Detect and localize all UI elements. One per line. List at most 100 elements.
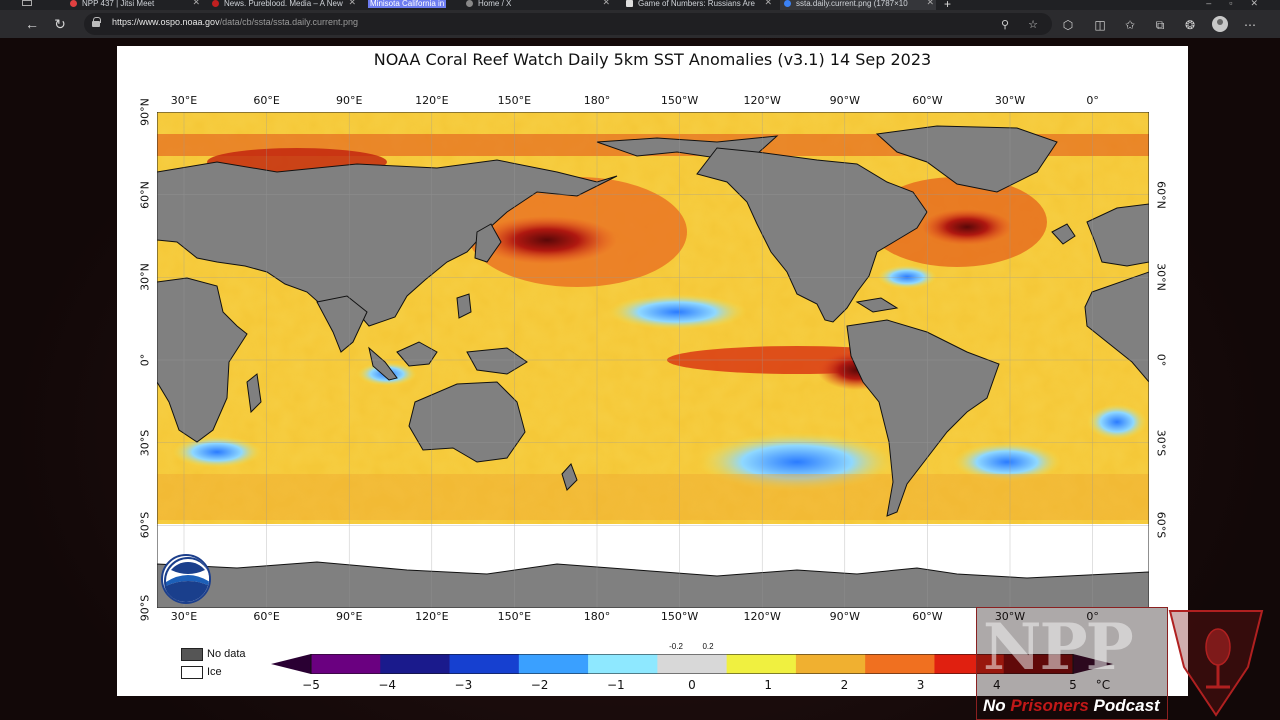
tab-minisota[interactable]: Minisota California in [362,0,458,10]
window-menu-icon[interactable] [22,0,32,6]
latitude-label-left: 0° [138,353,152,367]
latitude-label-left: 90°N [138,98,152,126]
colorbar-tick-label: −4 [378,678,397,692]
sst-anomaly-figure: NOAA Coral Reef Watch Daily 5km SST Anom… [117,46,1188,696]
address-bar-row: ← ↻ https://www.ospo.noaa.gov/data/cb/ss… [0,10,1280,38]
land-philippines [456,293,472,319]
hot-anomaly-north-atlantic [922,209,1012,245]
favicon-icon [70,0,77,7]
longitude-label-bottom: 150°W [660,610,699,623]
longitude-label-bottom: 120°E [415,610,449,623]
colorbar-segment [588,654,658,674]
land-europe [1086,203,1149,267]
longitude-label-top: 60°W [912,94,943,107]
url-text: https://www.ospo.noaa.gov/data/cb/ssta/s… [112,17,358,27]
ice-swatch [181,666,203,679]
colorbar-segment [518,654,589,674]
npp-letters: NPP [983,610,1134,685]
tab-bar: NPP 437 | Jitsi Meet ✕ News. Pureblood. … [0,0,1280,10]
latitude-label-left: 60°N [138,180,152,209]
colorbar-unit-label: °C [1095,678,1111,692]
colorbar-segment [380,654,451,674]
tab-ssta[interactable]: ssta.daily.current.png (1787×10 ✕ [780,0,936,10]
land-africa-west [1084,271,1149,383]
colorbar-tick-label: 0 [688,678,696,692]
colorbar-segment [726,654,797,674]
noaa-logo [161,554,211,604]
npp-tagline: No Prisoners Podcast [983,696,1160,715]
close-tab-icon[interactable]: ✕ [192,0,200,7]
longitude-label-top: 150°E [497,94,532,107]
longitude-label-bottom: 90°E [335,610,363,623]
land-north-america [696,147,928,323]
favicon-icon [212,0,219,7]
land-japan [474,223,502,263]
longitude-label-top: 30°E [170,94,198,107]
colorbar-border [310,654,1074,674]
window-controls[interactable]: –▫✕ [1206,0,1276,8]
tab-news[interactable]: News. Pureblood. Media – A New ✕ [208,0,358,10]
colorbar-segment [1003,654,1074,674]
colorbar-segment [795,654,866,674]
extensions-icon[interactable]: ⬡ [1062,18,1074,32]
split-screen-icon[interactable]: ◫ [1094,18,1106,32]
longitude-label-bottom: 0° [1086,610,1099,623]
tab-label: ssta.daily.current.png (1787×10 [796,0,908,8]
tab-x-home[interactable]: Home / X ✕ [462,0,612,10]
latitude-label-left: 60°S [138,512,152,539]
reload-icon[interactable]: ↻ [54,16,66,32]
colorbar-extend-high [1073,654,1113,674]
close-tab-icon[interactable]: ✕ [926,0,934,7]
profile-avatar[interactable] [1212,16,1228,32]
tab-label: Minisota California in [368,0,447,8]
cold-anomaly [952,442,1062,482]
close-tab-icon[interactable]: ✕ [602,0,610,7]
colorbar-tick-label: 1 [764,678,773,692]
tab-label: Game of Numbers: Russians Are [638,0,755,8]
collections-icon[interactable]: ⧉ [1155,18,1165,32]
close-tab-icon[interactable]: ✕ [348,0,356,7]
tab-jitsi[interactable]: NPP 437 | Jitsi Meet ✕ [66,0,202,10]
longitude-label-top: 60°E [253,94,280,107]
longitude-label-bottom: 120°W [743,610,781,623]
longitude-label-top: 120°W [743,94,781,107]
close-tab-icon[interactable]: ✕ [764,0,772,7]
longitude-label-top: 90°E [335,94,363,107]
tab-game-of-numbers[interactable]: Game of Numbers: Russians Are ✕ [622,0,774,10]
land-new-guinea [466,347,528,375]
longitude-label-top: 30°W [994,94,1026,107]
longitude-label-top: 150°W [660,94,699,107]
url-field[interactable]: https://www.ospo.noaa.gov/data/cb/ssta/s… [84,13,1052,35]
zoom-icon[interactable]: ⚲ [1000,19,1010,31]
hot-anomaly-north-pacific [477,216,617,264]
x-logo-icon [466,0,473,7]
back-icon[interactable]: ← [25,16,39,32]
copilot-icon[interactable]: ❂ [1184,18,1196,32]
longitude-label-bottom: 60°E [253,610,280,623]
npp-watermark: NPP No Prisoners Podcast [976,607,1280,720]
longitude-label-bottom: 180° [583,610,611,623]
colorbar-tick-label: −2 [530,678,549,692]
land-new-zealand [561,463,578,491]
antarctic-sea-ice [157,524,1149,578]
colorbar-tick-label: −1 [606,678,625,692]
cold-anomaly [697,432,897,492]
cold-anomaly [172,436,262,468]
colorbar-segment [311,654,381,674]
longitude-label-top: 0° [1086,94,1099,107]
southern-ocean-band [157,474,1149,520]
new-tab-button[interactable]: + [944,0,952,10]
favorite-star-icon[interactable]: ☆ [1028,19,1038,31]
no-data-label: No data [207,648,246,660]
land-sumatra [368,346,398,381]
more-menu-icon[interactable]: ⋯ [1244,18,1256,32]
colorbar-segment [449,654,520,674]
colorbar-tick-label: 3 [916,678,925,692]
latitude-label-left: 30°N [138,263,152,292]
favorites-icon[interactable]: ✩ [1124,18,1136,32]
colorbar-tick-label: 2 [840,678,849,692]
colorbar-extend-low [271,654,311,674]
favicon-icon [626,0,633,7]
longitude-label-bottom: 60°W [912,610,943,623]
tab-label: NPP 437 | Jitsi Meet [82,0,155,8]
